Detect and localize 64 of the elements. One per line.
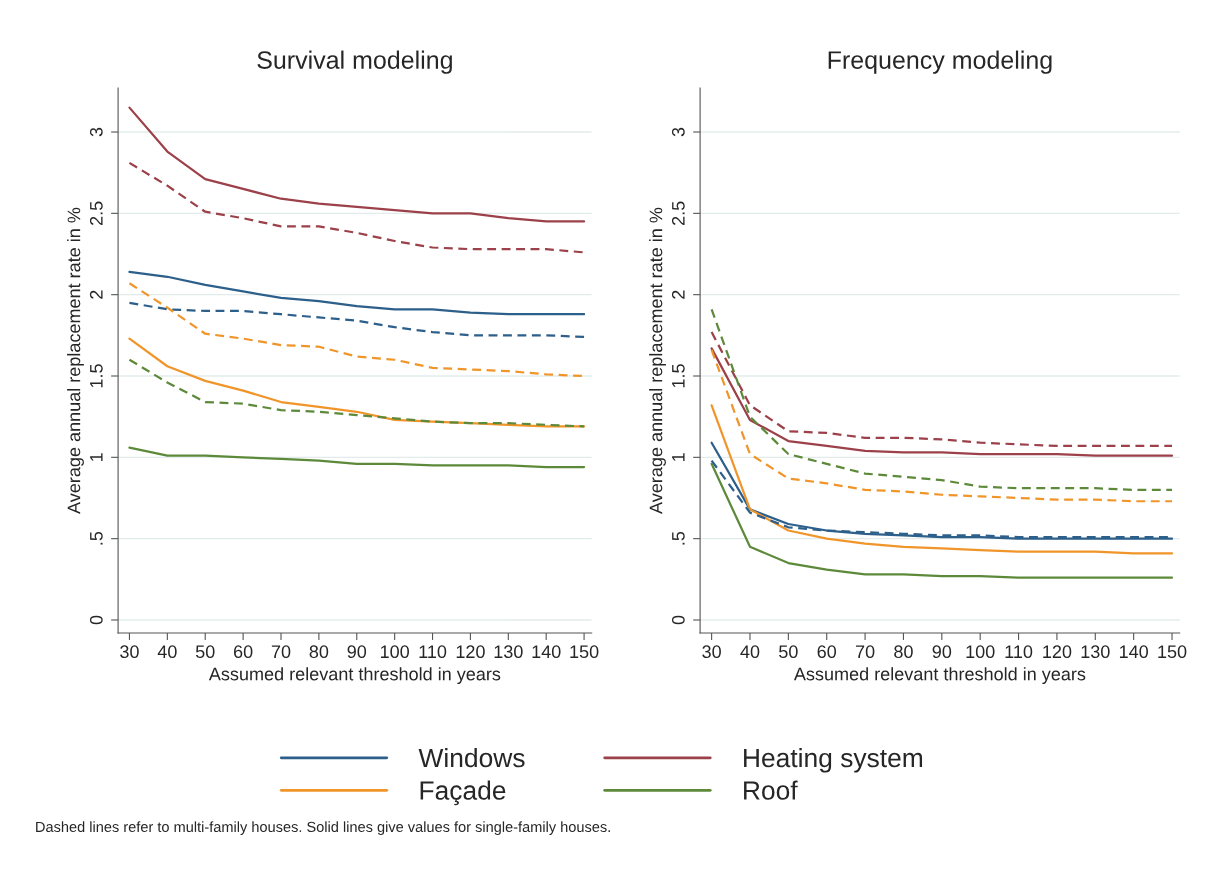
legend-label: Roof [744,780,798,800]
x-tick-label: 100 [966,645,995,659]
legend-label: Windows [418,747,525,768]
x-tick-label: 30 [120,645,139,659]
x-tick-label: 80 [309,645,329,659]
line-series [710,330,1174,448]
x-tick-label: 120 [1043,645,1072,659]
legend-label: Heating system [744,747,923,773]
line-series [710,404,1174,555]
y-tick-label: 1.5 [672,364,685,388]
x-tick-label: 130 [1081,645,1110,659]
x-tick-label: 90 [932,645,952,659]
x-tick-label: 150 [1158,645,1187,659]
y-axis-title: Average annual replacement rate in % [649,207,666,514]
x-tick-label: 130 [494,645,523,659]
x-tick-label: 140 [1119,645,1149,659]
y-tick-label: 2 [89,290,103,299]
y-tick-label: 2.5 [89,201,103,225]
line-series [128,337,586,428]
x-tick-label: 110 [1005,645,1033,659]
line-series [128,270,586,316]
x-tick-label: 50 [195,645,215,659]
x-tick-label: 110 [419,645,447,659]
x-tick-label: 40 [740,645,760,659]
y-tick-label: 0 [89,615,103,625]
chart-title: Frequency modeling [828,50,1052,74]
x-tick-label: 90 [347,645,367,659]
line-series [128,446,586,469]
y-tick-label: 1.5 [90,364,103,388]
y-tick-label: 1 [90,453,103,461]
line-series [710,308,1174,491]
x-tick-label: 100 [380,645,410,659]
x-tick-label: 60 [233,645,253,659]
x-tick-label: 70 [855,645,875,659]
y-axis-title: Average annual replacement rate in % [67,207,84,514]
line-series [128,358,586,428]
line-series [128,301,586,339]
x-tick-label: 80 [894,645,913,659]
y-tick-label: 3 [89,127,103,137]
x-tick-label: 120 [456,645,485,659]
y-tick-label: .5 [90,531,103,545]
y-tick-label: 3 [671,127,685,137]
line-series [128,106,586,223]
x-tick-label: 60 [817,645,837,659]
line-series [128,161,586,254]
x-tick-label: 30 [702,645,721,659]
x-axis-title: Assumed relevant threshold in years [793,667,1086,685]
text: Dashed lines refer to multi-family houses. Solid lines give values for single-family houses. [36,821,610,835]
y-tick-label: 1 [672,453,685,461]
line-series [710,462,1174,579]
y-tick-label: 2.5 [671,201,685,225]
y-tick-label: 2 [671,290,685,299]
x-tick-label: 140 [532,645,561,659]
x-tick-label: 50 [779,645,798,659]
legend-label: Façade [420,780,506,806]
x-tick-label: 70 [271,645,291,659]
y-tick-label: .5 [672,531,685,545]
x-tick-label: 150 [570,645,599,659]
line-series [710,348,1174,503]
x-axis-title: Assumed relevant threshold in years [208,667,501,685]
x-tick-label: 40 [157,645,177,659]
y-tick-label: 0 [671,615,685,625]
chart-title: Survival modeling [257,50,452,74]
line-series [710,347,1174,457]
